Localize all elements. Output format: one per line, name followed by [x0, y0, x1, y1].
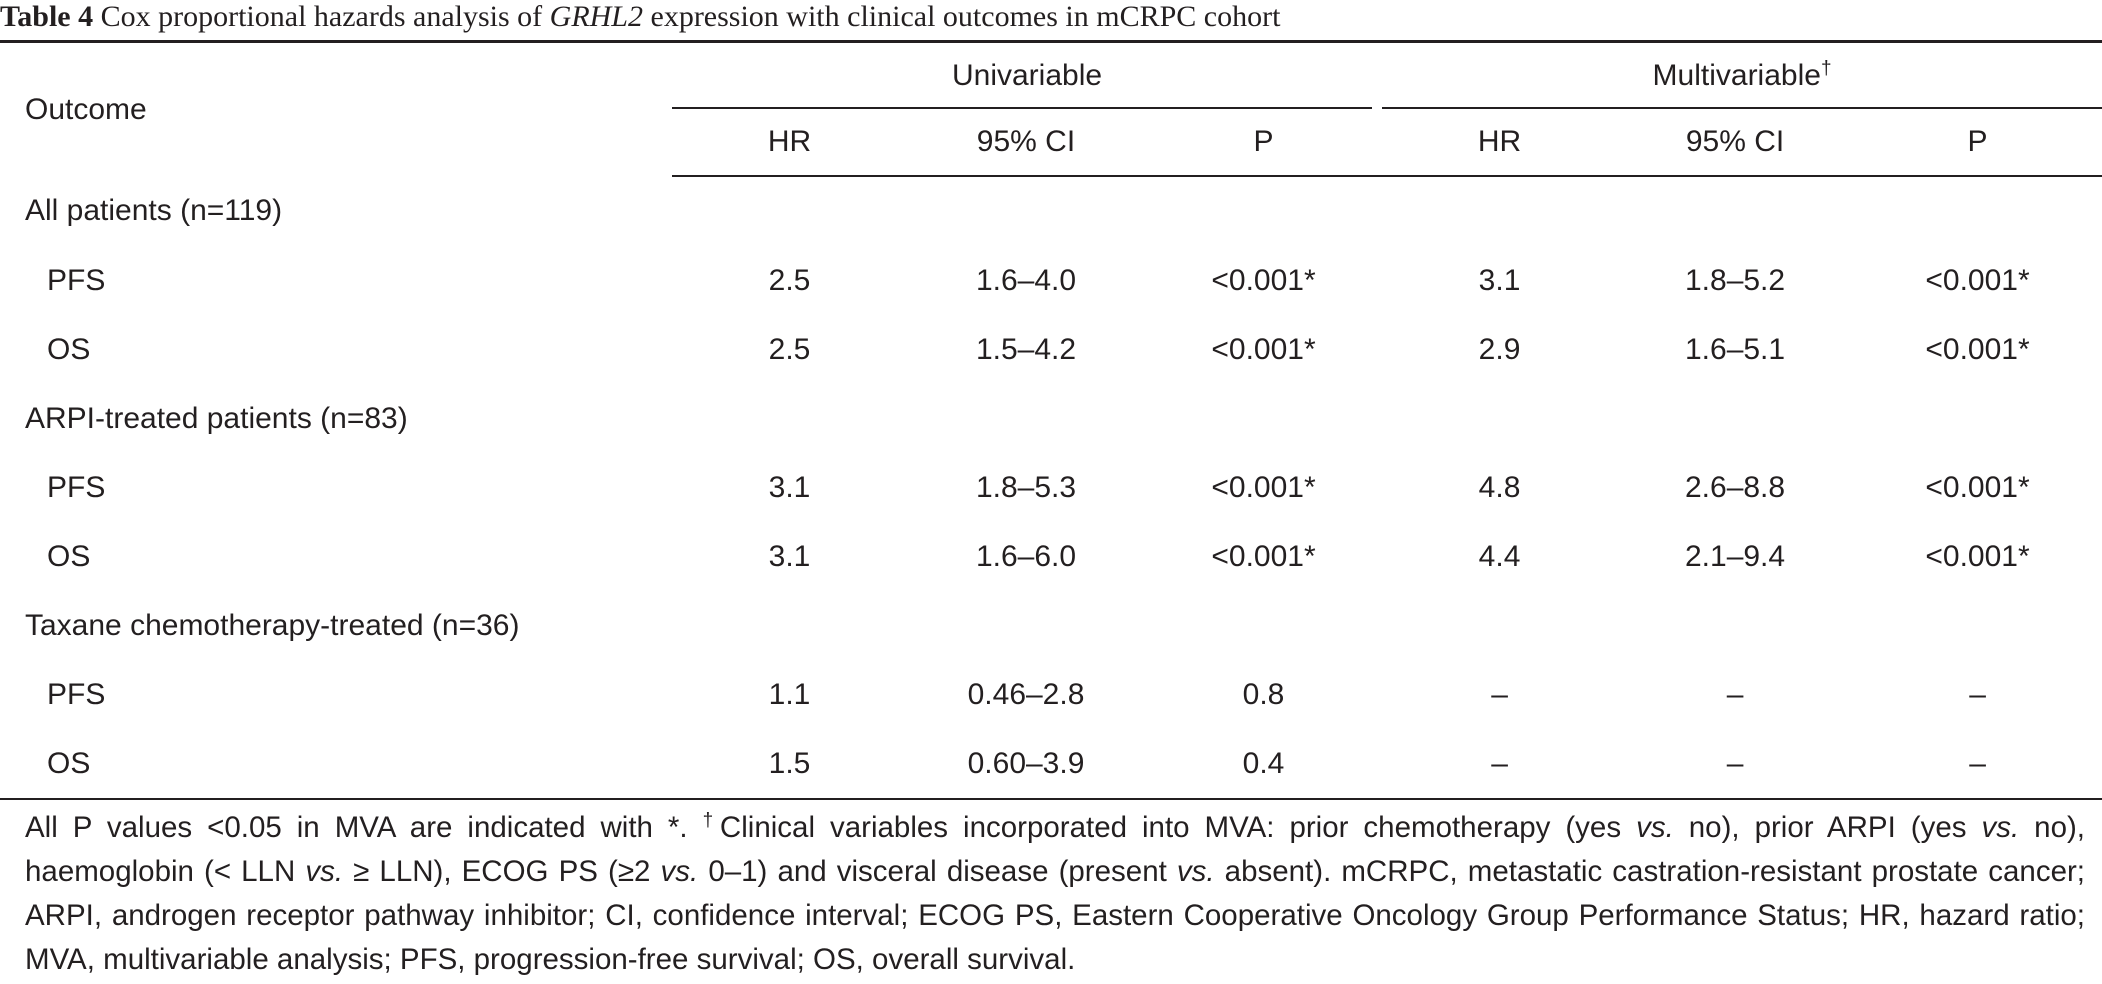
mva-p-cell: – — [1853, 729, 2102, 800]
univariable-header: Univariable — [672, 42, 1382, 109]
uni-p-cell: <0.001* — [1211, 539, 1316, 573]
cox-hazards-table: Outcome Univariable Multivariable† HR 95… — [0, 40, 2102, 800]
table-row: PFS 3.1 1.8–5.3 <0.001* 4.8 2.6–8.8 <0.0… — [0, 453, 2102, 522]
mva-ci-cell: 1.8–5.2 — [1684, 263, 1786, 297]
mva-ci-cell: 2.1–9.4 — [1684, 539, 1786, 573]
uni-ci-cell: 0.46–2.8 — [967, 677, 1085, 711]
uni-p-cell: <0.001* — [1211, 470, 1316, 504]
outcome-cell: PFS — [47, 263, 106, 297]
mva-hr-cell: – — [1491, 677, 1508, 711]
footnote-text: 0–1) and visceral disease (present — [698, 855, 1177, 888]
outcome-cell: OS — [47, 539, 91, 573]
uni-p-cell: 0.4 — [1145, 729, 1383, 800]
table-row: OS 1.5 0.60–3.9 0.4 – – – — [0, 729, 2102, 800]
univariable-spanner-rule — [672, 107, 1373, 109]
footnote-vs: vs. — [305, 855, 344, 888]
table-footnote: All P values <0.05 in MVA are indicated … — [25, 806, 2085, 982]
caption-gene-name: GRHL2 — [549, 0, 643, 33]
group-row: ARPI-treated patients (n=83) — [0, 384, 2102, 453]
uni-ci-cell: 1.6–4.0 — [975, 263, 1077, 297]
table-row: OS 3.1 1.6–6.0 <0.001* 4.4 2.1–9.4 <0.00… — [0, 522, 2102, 591]
mva-ci-cell: 1.6–5.1 — [1684, 332, 1786, 366]
footnote-vs: vs. — [1636, 811, 1674, 844]
uni-p-cell: 0.8 — [1242, 677, 1285, 711]
footnote-vs: vs. — [1981, 811, 2020, 844]
multivariable-dagger: † — [1820, 58, 1832, 79]
outcome-cell: PFS — [47, 470, 106, 504]
uni-hr-cell: 3.1 — [768, 539, 811, 573]
col-header-mva-p: P — [1853, 109, 2102, 177]
uni-ci-cell: 0.60–3.9 — [907, 729, 1145, 800]
mva-p-cell: <0.001* — [1925, 332, 2030, 366]
mva-p-cell: – — [1969, 677, 1986, 711]
outcome-header: Outcome — [25, 92, 147, 126]
uni-ci-cell: 1.8–5.3 — [975, 470, 1077, 504]
mva-hr-cell: 2.9 — [1478, 332, 1521, 366]
header-row-columns: HR 95% CI P HR 95% CI P — [0, 109, 2102, 177]
footnote-text: ≥ LLN), ECOG PS (≥2 — [343, 855, 661, 888]
table-row: PFS 1.1 0.46–2.8 0.8 – – – — [0, 660, 2102, 729]
mva-ci-cell: 2.6–8.8 — [1684, 470, 1786, 504]
mva-hr-cell: – — [1382, 729, 1618, 800]
uni-ci-cell: 1.5–4.2 — [975, 332, 1077, 366]
footnote-text: no), prior ARPI (yes — [1673, 811, 1982, 844]
col-header-mva-ci: 95% CI — [1617, 109, 1854, 177]
footnote-text: no), haemoglobin (< LLN — [25, 811, 2085, 888]
table-caption: Table 4 Cox proportional hazards analysi… — [0, 0, 1280, 34]
uni-p-cell: <0.001* — [1211, 263, 1316, 297]
group-row: Taxane chemotherapy-treated (n=36) — [0, 591, 2102, 660]
uni-hr-cell: 1.5 — [672, 729, 907, 800]
mva-p-cell: <0.001* — [1925, 470, 2030, 504]
mva-ci-cell: – — [1726, 677, 1744, 711]
mva-hr-cell: 4.4 — [1478, 539, 1521, 573]
group-row: All patients (n=119) — [0, 176, 2102, 246]
group-label: Taxane chemotherapy-treated (n=36) — [25, 608, 520, 642]
uni-hr-cell: 3.1 — [768, 470, 811, 504]
footnote-vs: vs. — [660, 855, 699, 888]
table-row: OS 2.5 1.5–4.2 <0.001* 2.9 1.6–5.1 <0.00… — [0, 315, 2102, 384]
univariable-label: Univariable — [951, 59, 1103, 92]
caption-text-before: Cox proportional hazards analysis of — [93, 0, 550, 33]
header-row-groups: Outcome Univariable Multivariable† — [0, 41, 2102, 126]
multivariable-label: Multivariable — [1652, 59, 1821, 92]
footnote-text: Clinical variables incorporated into MVA… — [719, 811, 1637, 844]
footnote-dagger: † — [702, 810, 720, 832]
caption-text-after: expression with clinical outcomes in mCR… — [643, 0, 1281, 33]
uni-p-cell: <0.001* — [1211, 332, 1316, 366]
group-label: ARPI-treated patients (n=83) — [25, 401, 408, 435]
multivariable-header: Multivariable† — [1382, 42, 2102, 109]
footnote-text: absent). mCRPC, metastatic castration-re… — [25, 855, 2086, 976]
outcome-cell: OS — [47, 332, 91, 366]
col-header-uni-p: P — [1145, 109, 1383, 177]
outcome-cell: OS — [0, 729, 672, 800]
uni-hr-cell: 1.1 — [768, 677, 811, 711]
col-header-uni-hr: HR — [672, 109, 907, 177]
mva-p-cell: <0.001* — [1925, 263, 2030, 297]
multivariable-spanner-rule — [1382, 107, 2102, 109]
uni-hr-cell: 2.5 — [768, 263, 811, 297]
mva-hr-cell: 3.1 — [1478, 263, 1521, 297]
col-header-mva-hr: HR — [1382, 109, 1618, 177]
outcome-cell: PFS — [47, 677, 106, 711]
uni-hr-cell: 2.5 — [768, 332, 811, 366]
mva-ci-cell: – — [1617, 729, 1854, 800]
mva-hr-cell: 4.8 — [1478, 470, 1521, 504]
table-row: PFS 2.5 1.6–4.0 <0.001* 3.1 1.8–5.2 <0.0… — [0, 246, 2102, 315]
footnote-vs: vs. — [1176, 855, 1215, 888]
col-header-uni-ci: 95% CI — [907, 109, 1145, 177]
mva-p-cell: <0.001* — [1925, 539, 2030, 573]
uni-ci-cell: 1.6–6.0 — [975, 539, 1077, 573]
table-label: Table 4 — [0, 0, 94, 33]
group-label: All patients (n=119) — [25, 194, 283, 227]
footnote-text: All P values <0.05 in MVA are indicated … — [25, 811, 703, 844]
